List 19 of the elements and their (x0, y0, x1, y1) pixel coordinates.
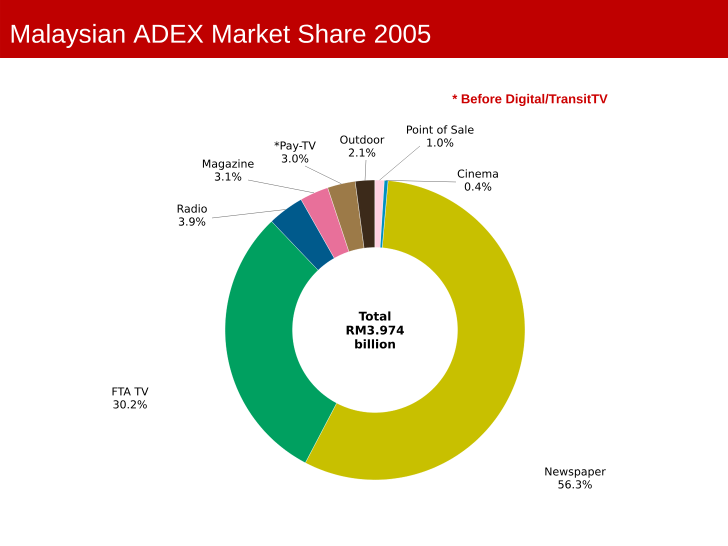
slice-label: *Pay-TV (274, 141, 316, 152)
text: Total RM3.974 billion (346, 311, 404, 349)
chart-title: Malaysian ADEX Market Share 2005 (12, 24, 430, 48)
slice-label: FTA TV (112, 387, 148, 396)
slice-label: Point of Sale (406, 125, 474, 134)
data-label: 1.0% (427, 138, 454, 147)
data-label: 3.1% (214, 172, 242, 181)
slice-label: Magazine (202, 159, 254, 170)
data-label: 3.9% (178, 217, 206, 226)
data-label: 0.4% (464, 182, 492, 191)
chart-subtitle: * Before Digital/TransitTV (452, 94, 608, 106)
slice-label: Newspaper (545, 467, 606, 478)
slice-label: Cinema (458, 169, 498, 178)
data-label: 56.3% (558, 480, 592, 489)
slice-label: Outdoor (340, 135, 384, 144)
slice-label: Radio (178, 204, 207, 213)
data-label: 2.1% (348, 148, 376, 157)
data-label: 3.0% (282, 154, 308, 163)
data-label: 30.2% (113, 400, 147, 409)
